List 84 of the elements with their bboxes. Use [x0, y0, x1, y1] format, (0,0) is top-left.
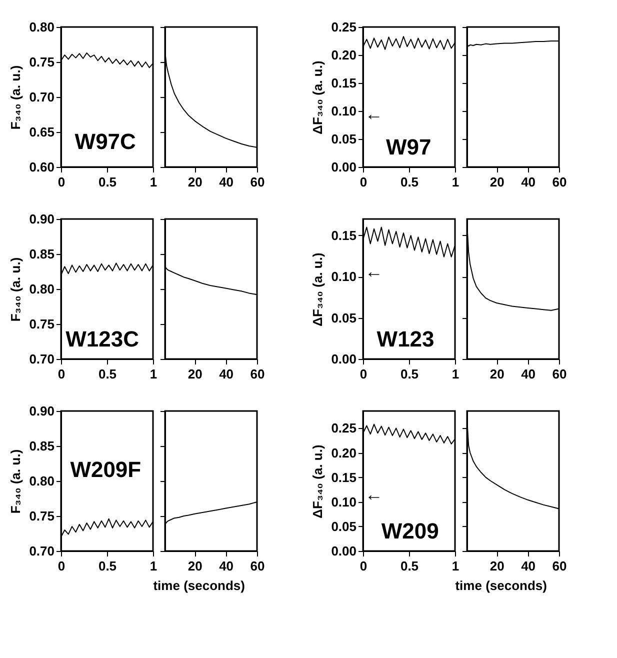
x-tick-label: 40 — [219, 174, 234, 190]
y-tick-label: 0.80 — [29, 474, 54, 488]
x-tick-label: 0 — [360, 366, 368, 382]
y-tick-label: 0.15 — [331, 470, 356, 485]
annotation: W209F — [70, 456, 142, 482]
x-tick-label: 1 — [452, 366, 460, 382]
y-tick-label: 0.05 — [331, 310, 356, 326]
y-axis-title: F₃₄₀ (a. u.) — [8, 65, 24, 130]
x-tick-label: 1 — [452, 558, 460, 574]
y-tick-label: 0.90 — [29, 212, 54, 226]
y-tick-label: 0.00 — [331, 352, 356, 366]
x-tick-label: 0.5 — [98, 174, 117, 190]
y-tick-label: 0.20 — [331, 48, 356, 62]
y-tick-label: 0.75 — [29, 316, 54, 332]
x-tick-label: 1 — [150, 366, 158, 382]
x-tick-label: 20 — [490, 174, 504, 190]
x-tick-label: 40 — [521, 558, 536, 574]
y-tick-label: 0.70 — [29, 90, 54, 104]
y-tick-label: 0.15 — [331, 228, 356, 243]
x-tick-label: 20 — [188, 366, 202, 382]
x-tick-label: 40 — [219, 366, 234, 382]
y-tick-label: 0.00 — [331, 160, 356, 174]
y-tick-label: 0.10 — [331, 104, 356, 118]
x-tick-label: 0.5 — [98, 558, 117, 574]
x-tick-label: 20 — [188, 558, 202, 574]
x-tick-label: 60 — [250, 366, 265, 382]
y-tick-label: 0.60 — [29, 160, 54, 174]
x-tick-label: 60 — [250, 174, 265, 190]
y-axis-title: ΔF₃₄₀ (a. u.) — [310, 252, 326, 326]
x-tick-label: 60 — [552, 366, 567, 382]
annotation: ← — [364, 104, 383, 124]
y-axis-title: F₃₄₀ (a. u.) — [8, 257, 24, 322]
x-tick-label: 0.5 — [400, 174, 419, 190]
annotation: W97C — [74, 128, 136, 154]
x-tick-label: 1 — [150, 558, 158, 574]
y-axis-title: ΔF₃₄₀ (a. u.) — [310, 60, 326, 134]
annotation: ← — [364, 484, 383, 505]
y-tick-label: 0.25 — [331, 420, 356, 436]
y-tick-label: 0.05 — [331, 132, 356, 146]
y-tick-label: 0.70 — [29, 352, 54, 366]
y-tick-label: 0.00 — [331, 544, 356, 558]
annotation: W123 — [376, 326, 434, 352]
y-tick-label: 0.65 — [29, 124, 54, 140]
x-tick-label: 40 — [219, 558, 234, 574]
y-tick-label: 0.75 — [29, 54, 54, 70]
x-tick-label: 40 — [521, 366, 536, 382]
x-axis-title: time (seconds) — [153, 578, 245, 593]
y-axis-title: ΔF₃₄₀ (a. u.) — [310, 444, 326, 518]
x-tick-label: 20 — [490, 558, 504, 574]
y-tick-label: 0.10 — [331, 269, 356, 284]
y-axis-title: F₃₄₀ (a. u.) — [8, 449, 24, 514]
x-tick-label: 0.5 — [98, 366, 117, 382]
x-tick-label: 0 — [360, 174, 368, 190]
x-tick-label: 60 — [552, 174, 567, 190]
x-tick-label: 1 — [150, 174, 158, 190]
x-tick-label: 0 — [58, 558, 66, 574]
y-tick-label: 0.80 — [29, 20, 54, 34]
x-tick-label: 0 — [360, 558, 368, 574]
y-tick-label: 0.85 — [29, 438, 54, 454]
y-tick-label: 0.70 — [29, 544, 54, 558]
y-tick-label: 0.15 — [331, 76, 356, 90]
x-tick-label: 20 — [188, 174, 202, 190]
annotation: W209 — [381, 518, 439, 544]
y-tick-label: 0.80 — [29, 282, 54, 296]
x-tick-label: 0 — [58, 174, 66, 190]
y-tick-label: 0.85 — [29, 246, 54, 262]
x-axis-title: time (seconds) — [455, 578, 547, 593]
y-tick-label: 0.20 — [331, 445, 356, 460]
y-tick-label: 0.75 — [29, 508, 54, 524]
x-tick-label: 0 — [58, 366, 66, 382]
y-tick-label: 0.10 — [331, 494, 356, 510]
x-tick-label: 60 — [250, 558, 265, 574]
x-tick-label: 1 — [452, 174, 460, 190]
y-tick-label: 0.05 — [331, 518, 356, 534]
annotation: W97 — [386, 134, 432, 160]
x-tick-label: 20 — [490, 366, 504, 382]
y-tick-label: 0.90 — [29, 404, 54, 418]
x-tick-label: 0.5 — [400, 558, 419, 574]
x-tick-label: 60 — [552, 558, 567, 574]
y-tick-label: 0.25 — [331, 20, 356, 34]
x-tick-label: 0.5 — [400, 366, 419, 382]
annotation: W123C — [66, 326, 140, 352]
x-tick-label: 40 — [521, 174, 536, 190]
annotation: ← — [364, 261, 383, 282]
